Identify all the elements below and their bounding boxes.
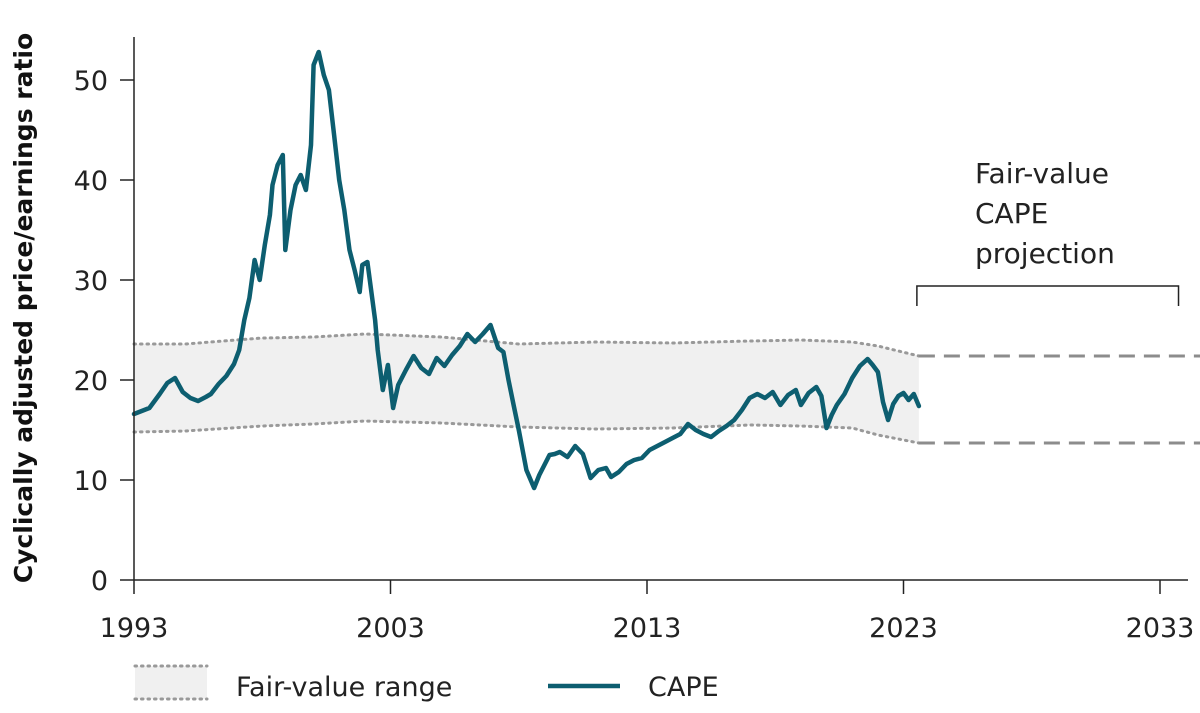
legend-band-swatch bbox=[135, 666, 207, 699]
x-tick-label: 1993 bbox=[100, 613, 169, 644]
y-tick-label: 50 bbox=[74, 66, 108, 97]
y-axis-label: Cyclically adjusted price/earnings ratio bbox=[9, 33, 38, 583]
cape-series bbox=[131, 49, 922, 491]
cape-line bbox=[131, 49, 922, 491]
y-tick-label: 20 bbox=[74, 366, 108, 397]
y-tick-label: 30 bbox=[74, 266, 108, 297]
y-tick-label: 10 bbox=[74, 466, 108, 497]
fair-value-upper-edge bbox=[132, 332, 921, 358]
axes: 0 10 20 30 40 50 1993 2003 2013 2023 2033 bbox=[74, 37, 1195, 644]
x-tick-label: 2013 bbox=[613, 613, 682, 644]
annotation-line-3: projection bbox=[975, 237, 1115, 270]
bracket-path bbox=[916, 285, 1180, 306]
projection-annotation: Fair-value CAPE projection bbox=[916, 157, 1180, 306]
legend: Fair-value range CAPE bbox=[133, 664, 719, 703]
annotation-bracket bbox=[916, 285, 1180, 306]
x-tick-label: 2023 bbox=[869, 613, 938, 644]
legend-item-fair-value-range: Fair-value range bbox=[133, 664, 452, 703]
legend-label-cape: CAPE bbox=[648, 672, 719, 703]
fair-value-band bbox=[132, 332, 921, 445]
legend-label-fair-value-range: Fair-value range bbox=[236, 672, 452, 703]
x-tick-label: 2033 bbox=[1126, 613, 1195, 644]
fair-value-band-fill bbox=[134, 334, 919, 443]
annotation-line-1: Fair-value bbox=[975, 157, 1109, 190]
y-tick-label: 0 bbox=[91, 566, 108, 597]
legend-item-cape: CAPE bbox=[548, 672, 719, 703]
fair-value-lower-edge bbox=[132, 419, 921, 445]
projection-lines bbox=[918, 354, 1200, 445]
y-tick-label: 40 bbox=[74, 166, 108, 197]
annotation-line-2: CAPE bbox=[975, 197, 1048, 230]
x-tick-label: 2003 bbox=[356, 613, 425, 644]
